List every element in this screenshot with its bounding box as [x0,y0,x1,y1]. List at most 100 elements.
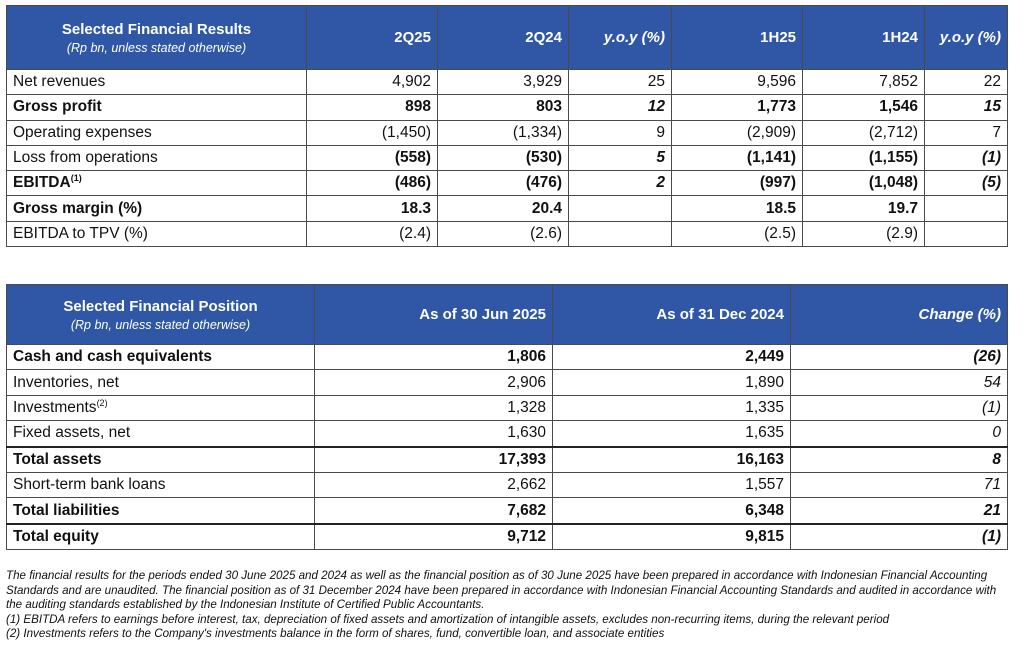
col-header-yoy-quarter: y.o.y (%) [568,5,672,70]
table-cell: (2.5) [671,220,803,248]
table-cell: 1,546 [802,94,925,121]
table-cell: 7,682 [314,497,553,525]
row-label: Inventories, net [6,369,315,396]
col-header-1h25: 1H25 [671,5,803,70]
table-cell: (1) [924,144,1008,172]
table-cell: 54 [790,369,1008,396]
row-label: Cash and cash equivalents [6,343,315,371]
table-cell: (1,141) [671,144,803,172]
table-cell: (26) [790,343,1008,371]
table-row: Loss from operations (558) (530) 5 (1,14… [6,144,1008,172]
table-cell: 19.7 [802,195,925,222]
results-title-cell: Selected Financial Results (Rp bn, unles… [6,5,307,70]
table-cell: (1,155) [802,144,925,172]
col-header-dec-2024: As of 31 Dec 2024 [552,284,791,345]
table-cell: (2.6) [437,220,569,248]
table-cell: 25 [568,68,672,96]
financial-results-table: Selected Financial Results (Rp bn, unles… [6,5,1008,248]
table-cell: 9 [568,119,672,146]
row-label: Loss from operations [6,144,307,172]
row-label: Total liabilities [6,497,315,525]
table-cell: (997) [671,170,803,197]
row-label: Gross profit [6,94,307,121]
table-row: Short-term bank loans 2,662 1,557 71 [6,471,1008,499]
table-cell: 1,806 [314,343,553,371]
table-cell: 12 [568,94,672,121]
table-cell: (2,909) [671,119,803,146]
position-header-row: Selected Financial Position (Rp bn, unle… [6,284,1008,345]
table-row: Total equity 9,712 9,815 (1) [6,522,1008,551]
table-cell: 3,929 [437,68,569,96]
table-cell: 21 [790,497,1008,525]
table-cell: 1,773 [671,94,803,121]
col-header-jun-2025: As of 30 Jun 2025 [314,284,553,345]
table-cell: (2.9) [802,220,925,248]
row-label: Gross margin (%) [6,195,307,222]
table-cell: 6,348 [552,497,791,525]
col-header-1h24: 1H24 [802,5,925,70]
row-label: Total equity [6,522,315,551]
ebitda-label: EBITDA [13,174,71,192]
table-cell: 2 [568,170,672,197]
col-header-2q24: 2Q24 [437,5,569,70]
col-header-2q25: 2Q25 [306,5,438,70]
table-row: Operating expenses (1,450) (1,334) 9 (2,… [6,119,1008,146]
table-cell [568,195,672,222]
table-cell: 0 [790,420,1008,448]
table-cell: 4,902 [306,68,438,96]
table-row: Cash and cash equivalents 1,806 2,449 (2… [6,343,1008,371]
footnote-basis: The financial results for the periods en… [6,569,997,612]
table-cell: 22 [924,68,1008,96]
table-row: Gross profit 898 803 12 1,773 1,546 15 [6,94,1008,121]
table-cell: 1,335 [552,394,791,422]
footnote-ebitda: (1) EBITDA refers to earnings before int… [6,612,890,626]
table-cell [568,220,672,248]
position-title: Selected Financial Position [63,297,258,315]
table-cell: 1,328 [314,394,553,422]
table-cell: (476) [437,170,569,197]
table-cell: (1) [790,394,1008,422]
results-title: Selected Financial Results [61,20,252,38]
investments-label: Investments [13,398,97,416]
table-row: EBITDA to TPV (%) (2.4) (2.6) (2.5) (2.9… [6,220,1008,248]
table-cell: 1,635 [552,420,791,448]
table-row: Gross margin (%) 18.3 20.4 18.5 19.7 [6,195,1008,222]
footnote-marker: (1) [70,173,82,184]
table-cell: 18.5 [671,195,803,222]
table-cell: 18.3 [306,195,438,222]
table-cell: 5 [568,144,672,172]
table-cell: 2,449 [552,343,791,371]
row-label: Operating expenses [6,119,307,146]
table-cell: 17,393 [314,445,553,473]
results-header-row: Selected Financial Results (Rp bn, unles… [6,5,1008,70]
footnotes: The financial results for the periods en… [6,569,1011,642]
table-cell: (1,450) [306,119,438,146]
row-label: Short-term bank loans [6,471,315,499]
table-cell: 71 [790,471,1008,499]
table-cell: (558) [306,144,438,172]
row-label: Investments(2) [6,394,315,422]
table-row: Total assets 17,393 16,163 8 [6,445,1008,473]
table-cell: 2,662 [314,471,553,499]
table-cell: (2.4) [306,220,438,248]
table-cell: (1) [790,522,1008,551]
table-cell: 9,712 [314,522,553,551]
table-cell [924,220,1008,248]
results-subtitle: (Rp bn, unless stated otherwise) [66,40,247,55]
table-cell: (2,712) [802,119,925,146]
table-cell: 1,890 [552,369,791,396]
table-row: Net revenues 4,902 3,929 25 9,596 7,852 … [6,68,1008,96]
table-row: Total liabilities 7,682 6,348 21 [6,497,1008,525]
table-cell: (530) [437,144,569,172]
table-cell: (486) [306,170,438,197]
table-row: Fixed assets, net 1,630 1,635 0 [6,420,1008,448]
table-cell: 7,852 [802,68,925,96]
table-cell: (5) [924,170,1008,197]
row-label: Net revenues [6,68,307,96]
table-cell: 803 [437,94,569,121]
col-header-change: Change (%) [790,284,1008,345]
table-cell: 8 [790,445,1008,473]
table-cell: 7 [924,119,1008,146]
table-cell: 9,815 [552,522,791,551]
table-row: Inventories, net 2,906 1,890 54 [6,369,1008,396]
